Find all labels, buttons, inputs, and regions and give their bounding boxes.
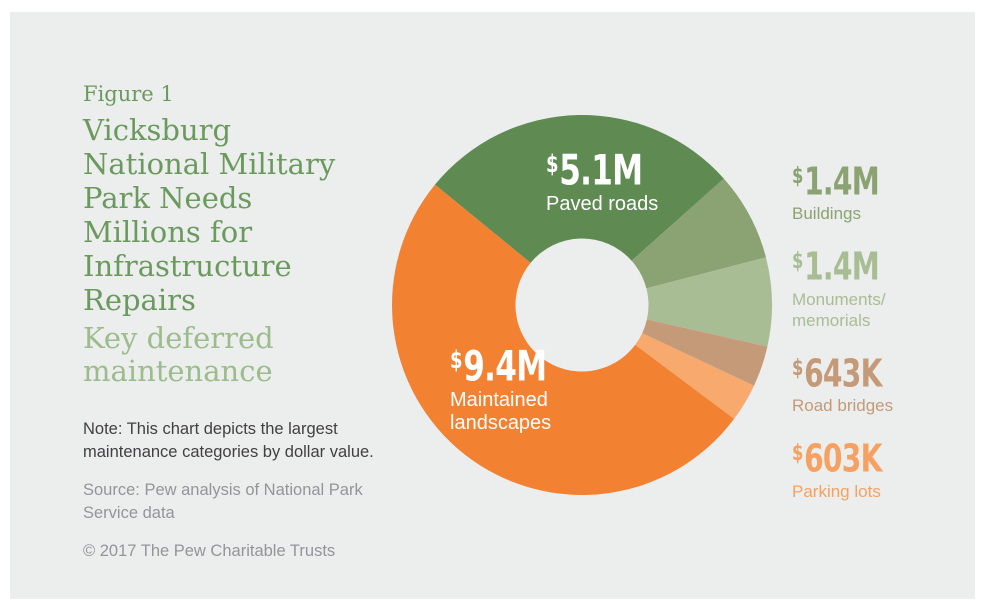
title-line: Millions for bbox=[83, 215, 253, 249]
legend-value: $643K bbox=[792, 351, 882, 396]
donut-slice-paved-roads bbox=[434, 115, 724, 263]
donut-slice-parking-lots bbox=[635, 333, 755, 419]
subtitle-line: maintenance bbox=[83, 354, 273, 388]
legend-value: $1.4M bbox=[792, 244, 880, 289]
legend-label: Monuments/ memorials bbox=[792, 289, 886, 330]
copyright-text: © 2017 The Pew Charitable Trusts bbox=[83, 542, 336, 560]
note-text: Note: This chart depicts the largest mai… bbox=[83, 420, 374, 461]
legend-item-monuments-memorials: $1.4M Monuments/ memorials bbox=[792, 245, 962, 330]
legend-value: $1.4M bbox=[792, 159, 880, 204]
legend-label: Road bridges bbox=[792, 396, 894, 416]
title-line: Infrastructure bbox=[83, 249, 292, 283]
title-line: Repairs bbox=[83, 283, 196, 317]
figure-title: Vicksburg National Military Park Needs M… bbox=[83, 113, 383, 317]
legend-item-buildings: $1.4M Buildings bbox=[792, 160, 962, 224]
slice-label-paved-roads: $5.1M Paved roads bbox=[546, 146, 676, 216]
slice-label-maintained-landscapes: $9.4M Maintained landscapes bbox=[450, 342, 580, 435]
slice-value: $5.1M bbox=[546, 145, 643, 195]
legend-item-parking-lots: $603K Parking lots bbox=[792, 437, 962, 501]
legend-label: Parking lots bbox=[792, 481, 881, 501]
figure-number: Figure 1 bbox=[83, 82, 174, 106]
title-line: Park Needs bbox=[83, 181, 253, 215]
figure-subtitle: Key deferred maintenance bbox=[83, 322, 383, 388]
donut-slice-road-bridges bbox=[642, 319, 768, 386]
legend-label: Buildings bbox=[792, 204, 861, 224]
legend-item-road-bridges: $643K Road bridges bbox=[792, 352, 962, 416]
donut-slice-maintained-landscapes bbox=[392, 184, 735, 495]
title-line: National Military bbox=[83, 147, 336, 181]
slice-value: $9.4M bbox=[450, 341, 547, 391]
left-column: Figure 1 Vicksburg National Military Par… bbox=[83, 82, 383, 563]
donut-slice-monuments-memorials bbox=[646, 257, 773, 347]
donut-slice-buildings bbox=[631, 178, 766, 289]
slice-category: Maintained landscapes bbox=[450, 388, 552, 434]
figure-panel: Figure 1 Vicksburg National Military Par… bbox=[10, 12, 975, 599]
title-line: Vicksburg bbox=[83, 113, 232, 147]
slice-category: Paved roads bbox=[546, 192, 659, 215]
donut-chart bbox=[392, 115, 773, 495]
subtitle-line: Key deferred bbox=[83, 321, 274, 355]
source-text: Source: Pew analysis of National Park Se… bbox=[83, 481, 363, 522]
legend-value: $603K bbox=[792, 436, 882, 481]
legend: $1.4M Buildings $1.4M Monuments/ memoria… bbox=[792, 160, 962, 502]
